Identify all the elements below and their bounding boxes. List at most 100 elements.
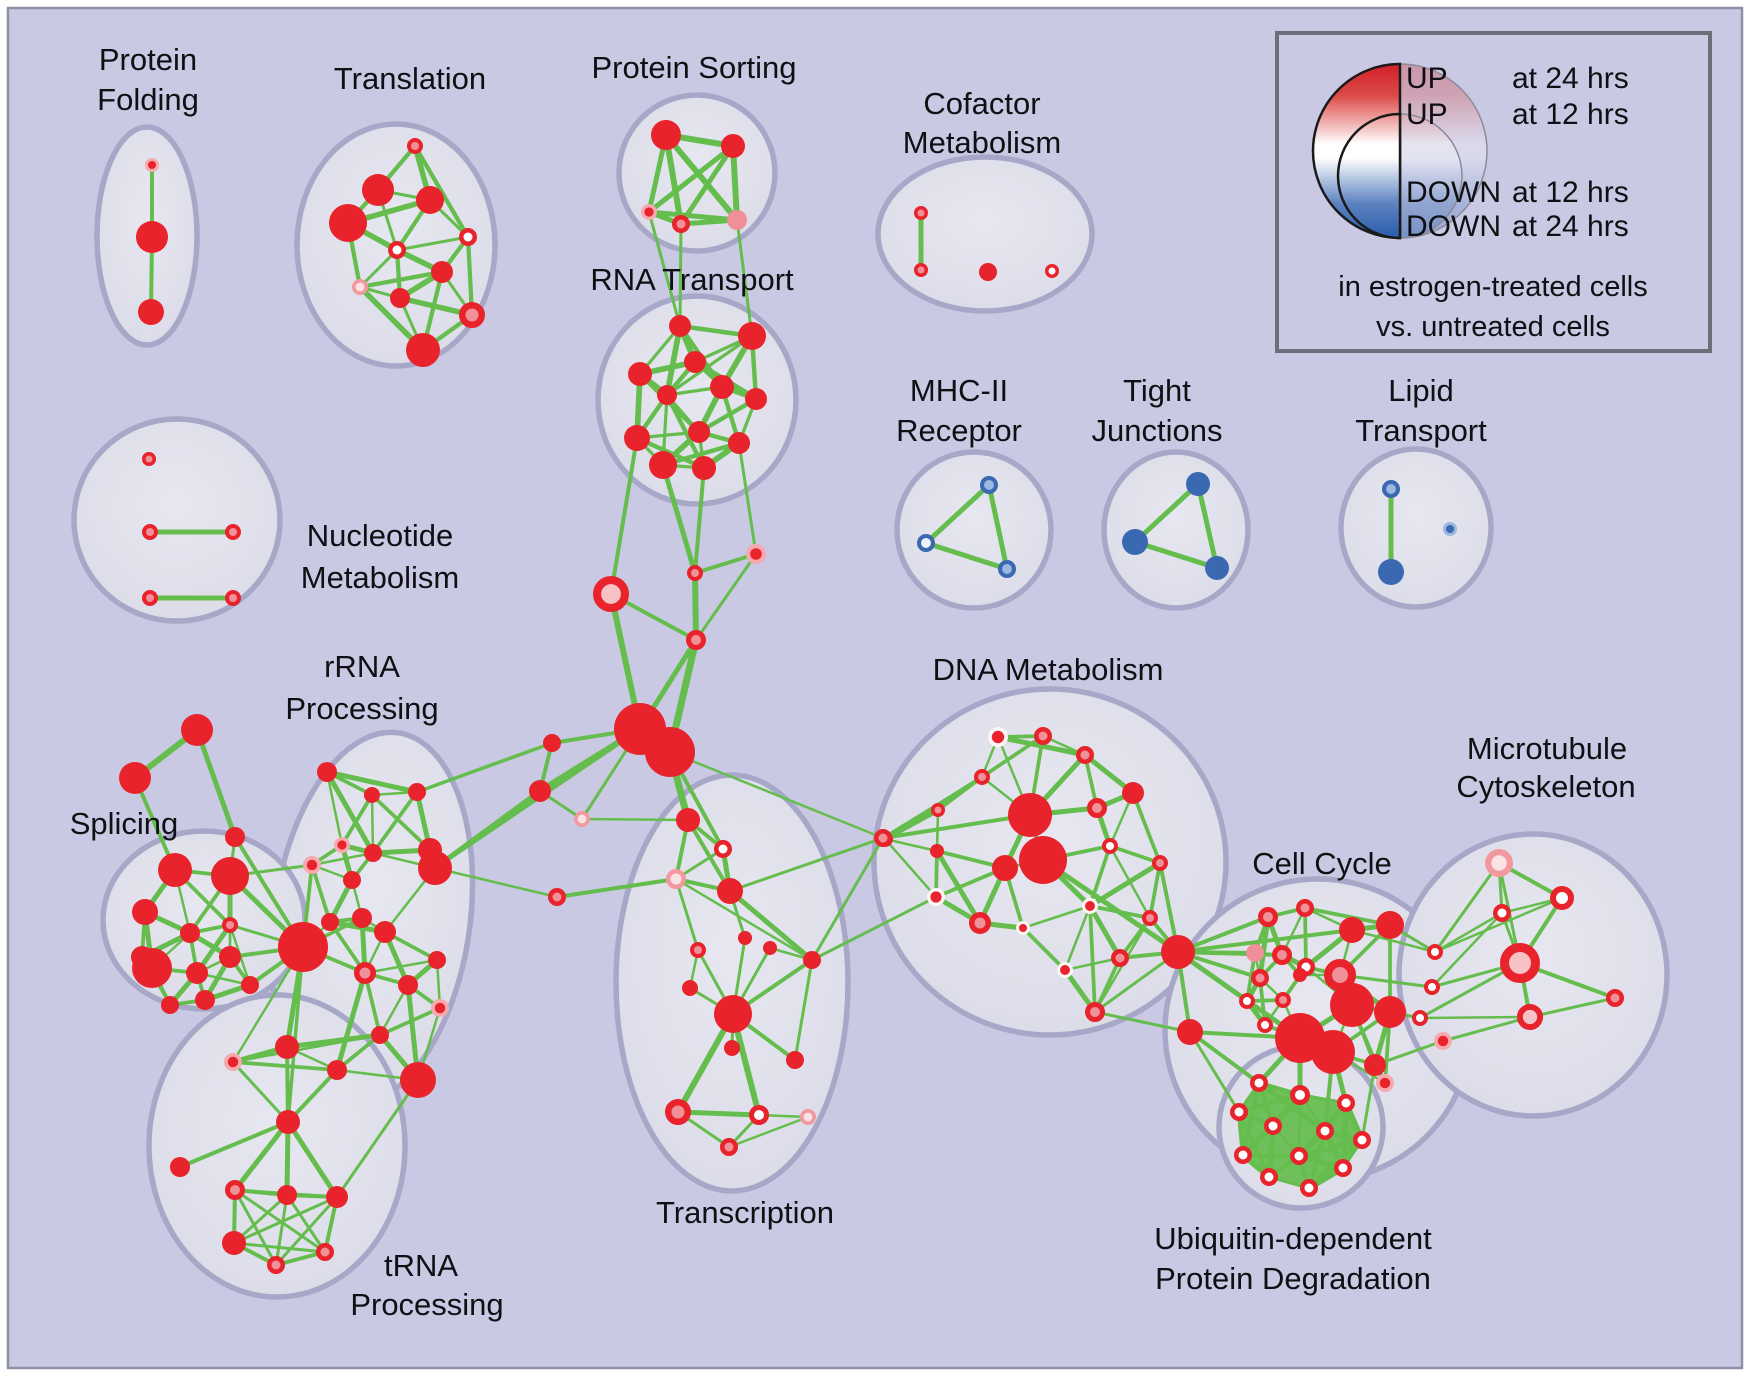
network-edge: [286, 946, 305, 1123]
network-edge: [1298, 1137, 1363, 1159]
gene-node-red: [278, 922, 328, 972]
gene-node-pinkRingPale: [799, 1109, 816, 1126]
network-edge: [1442, 1015, 1531, 1043]
gene-node-red: [418, 851, 452, 885]
cluster-label-rrna: Processing: [285, 691, 438, 726]
cluster-label-mhc: Receptor: [896, 413, 1022, 448]
cluster-label-mhc: MHC-II: [910, 373, 1008, 408]
gene-node-red: [1019, 836, 1067, 884]
network-edge: [663, 133, 740, 222]
gene-node-red: [222, 1231, 246, 1255]
gene-node-red: [364, 787, 380, 803]
gene-node-blueSolid: [1122, 529, 1148, 555]
network-edge: [285, 1194, 327, 1253]
network-edge: [556, 877, 677, 899]
gene-node-whiteRingRed: [1016, 921, 1030, 935]
gene-node-pinkRingRed: [640, 203, 657, 220]
cluster-label-lipid: Transport: [1355, 413, 1487, 448]
gene-node-red: [624, 425, 650, 451]
gene-node-pinkRingRed: [431, 999, 450, 1018]
network-edge: [371, 790, 419, 855]
network-edge: [647, 211, 682, 327]
gene-node-redRingPink: [1272, 945, 1292, 965]
network-edge: [1374, 1039, 1444, 1067]
gene-node-redRingWhite: [1045, 264, 1059, 278]
legend-inner-half-left: [1336, 112, 1402, 240]
legend-caption: vs. untreated cells: [1376, 311, 1610, 343]
network-edge: [1257, 916, 1271, 979]
cluster-label-ubiquitin: Ubiquitin-dependent: [1154, 1221, 1432, 1256]
network-edge: [1063, 905, 1092, 971]
gene-node-redRingPink: [222, 917, 238, 933]
network-edge: [1419, 1015, 1531, 1020]
gene-node-pinkSolid: [727, 210, 747, 230]
network-edge: [1434, 896, 1563, 954]
network-edge: [233, 1189, 278, 1266]
network-edge: [694, 553, 758, 641]
gene-node-red: [132, 948, 172, 988]
network-edge: [674, 878, 700, 951]
network-edge: [986, 484, 1010, 570]
cluster-label-ubiquitin: Protein Degradation: [1155, 1261, 1431, 1296]
gene-node-red: [786, 1051, 804, 1069]
gene-node-redRingWhite: [1264, 1117, 1282, 1135]
gene-node-redRingWhite: [1300, 1179, 1318, 1197]
gene-node-redRingPink: [225, 590, 241, 606]
gene-node-red: [119, 762, 151, 794]
network-edge: [434, 866, 558, 899]
gene-node-red: [276, 1110, 300, 1134]
gene-node-red: [374, 921, 396, 943]
gene-node-redRingPink: [1296, 899, 1314, 917]
network-edge: [233, 1120, 290, 1192]
gene-node-red: [721, 134, 745, 158]
gene-node-red: [1177, 1019, 1203, 1045]
gene-node-redRingLightPink: [1517, 1003, 1544, 1030]
cluster-label-dna: DNA Metabolism: [933, 652, 1164, 687]
gene-node-red: [326, 1186, 348, 1208]
network-edge: [1297, 1094, 1302, 1157]
labels-layer: Protein Folding Translation Protein Sorting…: [70, 42, 1636, 1322]
gene-node-red: [186, 962, 208, 984]
network-edge: [692, 572, 699, 641]
network-edge: [686, 818, 732, 893]
gene-node-redRingPink: [225, 524, 241, 540]
cluster-label-rrna: rRNA: [324, 649, 400, 684]
network-edge: [232, 1060, 338, 1072]
gene-node-redRingWhite: [1493, 904, 1511, 922]
network-edge: [669, 750, 884, 840]
cluster-label-proteinFolding: Folding: [97, 82, 199, 117]
gene-node-redRingWhite: [1337, 1094, 1355, 1112]
gene-node-red: [136, 221, 168, 253]
gene-node-redRingWhite: [1424, 979, 1440, 995]
network-edge: [1306, 1130, 1328, 1189]
gene-node-red: [651, 120, 681, 150]
network-edge: [1109, 844, 1161, 865]
gene-node-red: [1374, 996, 1406, 1028]
network-edge: [1188, 1030, 1261, 1085]
network-edge: [1148, 862, 1162, 919]
gene-node-redRingLightPink: [592, 575, 629, 612]
gene-node-whiteRingRed: [1057, 962, 1074, 979]
network-edge: [1177, 950, 1283, 957]
network-edge: [810, 837, 885, 961]
gene-node-red: [195, 990, 215, 1010]
gene-node-redRingWhite: [1412, 1010, 1428, 1026]
gene-node-red: [692, 456, 716, 480]
gene-node-red: [362, 174, 394, 206]
network-edge: [340, 794, 374, 846]
gene-node-redRingWhite: [1260, 1168, 1278, 1186]
gene-node-red: [710, 375, 734, 399]
network-edge: [884, 837, 938, 853]
gene-node-blueSolid: [1378, 559, 1404, 585]
cluster-label-splicing: Splicing: [70, 806, 179, 841]
cluster-label-tight: Tight: [1123, 373, 1191, 408]
gene-node-redRingPink: [142, 590, 158, 606]
gene-node-red: [428, 951, 446, 969]
gene-node-redRingWhite: [749, 1105, 769, 1125]
gene-node-red: [364, 844, 382, 862]
gene-node-red: [1293, 968, 1307, 982]
network-edge: [364, 958, 438, 975]
gene-node-red: [1364, 1054, 1386, 1076]
gene-node-pinkRingRed: [745, 543, 766, 564]
